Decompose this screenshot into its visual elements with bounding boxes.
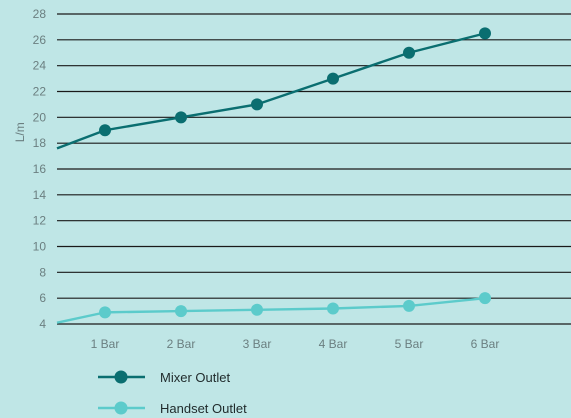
x-tick-label-1: 1 Bar bbox=[91, 337, 120, 351]
data-point-2-2 bbox=[175, 305, 187, 318]
x-axis-ticks: 1 Bar 2 Bar 3 Bar 4 Bar 5 Bar 6 Bar bbox=[91, 337, 500, 351]
data-point-2-3 bbox=[251, 303, 263, 316]
series-line-1 bbox=[56, 32, 486, 150]
data-point-2-1 bbox=[99, 306, 111, 319]
y-tick-label-12: 12 bbox=[33, 214, 47, 228]
data-point-1-3 bbox=[251, 98, 263, 111]
legend-swatch-marker-1 bbox=[114, 370, 128, 384]
y-tick-label-10: 10 bbox=[33, 240, 47, 254]
series bbox=[56, 27, 491, 324]
y-tick-label-22: 22 bbox=[33, 85, 47, 99]
series-2 bbox=[56, 292, 491, 324]
y-axis-title: L/m bbox=[13, 122, 27, 142]
x-tick-label-3: 3 Bar bbox=[243, 337, 272, 351]
x-tick-label-6: 6 Bar bbox=[471, 337, 500, 351]
x-tick-label-2: 2 Bar bbox=[167, 337, 196, 351]
data-point-2-6 bbox=[479, 292, 491, 305]
series-1 bbox=[56, 27, 491, 150]
y-tick-label-8: 8 bbox=[39, 265, 46, 279]
y-tick-label-6: 6 bbox=[39, 291, 46, 305]
data-point-1-5 bbox=[403, 46, 415, 59]
y-tick-label-26: 26 bbox=[33, 33, 47, 47]
legend-item-1: Mixer Outlet bbox=[98, 370, 230, 385]
data-point-1-6 bbox=[479, 27, 491, 40]
legend-swatch-marker-2 bbox=[114, 401, 128, 415]
data-point-1-4 bbox=[327, 72, 339, 85]
y-tick-label-20: 20 bbox=[33, 110, 47, 124]
series-line-2 bbox=[56, 296, 486, 324]
y-tick-label-28: 28 bbox=[33, 7, 47, 21]
legend-item-2: Handset Outlet bbox=[98, 401, 247, 416]
legend-label-1: Mixer Outlet bbox=[160, 370, 230, 385]
data-point-2-5 bbox=[403, 299, 415, 312]
y-tick-label-4: 4 bbox=[39, 317, 46, 331]
data-point-2-4 bbox=[327, 302, 339, 315]
data-point-1-2 bbox=[175, 111, 187, 124]
y-axis-ticks: 4 6 8 10 12 14 16 18 20 22 24 26 28 bbox=[33, 7, 47, 331]
legend-label-2: Handset Outlet bbox=[160, 401, 247, 416]
y-tick-label-14: 14 bbox=[33, 188, 47, 202]
x-tick-label-5: 5 Bar bbox=[395, 337, 424, 351]
gridlines bbox=[57, 13, 571, 325]
legend: Mixer Outlet Handset Outlet bbox=[98, 370, 247, 416]
y-tick-label-24: 24 bbox=[33, 59, 47, 73]
x-tick-label-4: 4 Bar bbox=[319, 337, 348, 351]
y-tick-label-16: 16 bbox=[33, 162, 47, 176]
y-tick-label-18: 18 bbox=[33, 136, 47, 150]
data-point-1-1 bbox=[99, 124, 111, 137]
